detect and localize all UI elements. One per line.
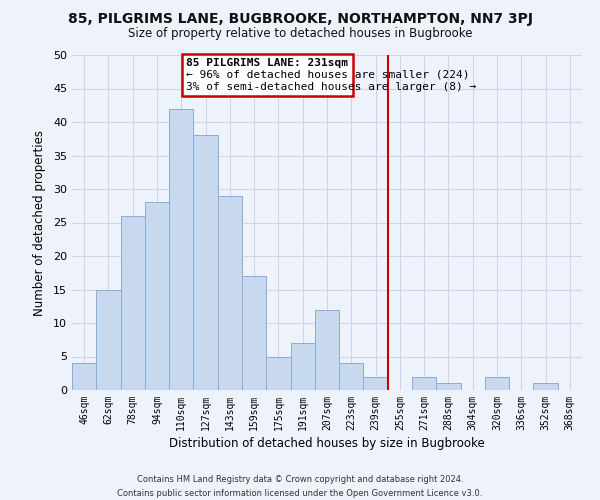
Text: 85, PILGRIMS LANE, BUGBROOKE, NORTHAMPTON, NN7 3PJ: 85, PILGRIMS LANE, BUGBROOKE, NORTHAMPTO… [67,12,533,26]
Bar [412,376,436,390]
Text: Size of property relative to detached houses in Bugbrooke: Size of property relative to detached ho… [128,28,472,40]
Bar [485,376,509,390]
X-axis label: Distribution of detached houses by size in Bugbrooke: Distribution of detached houses by size … [169,437,485,450]
Text: Contains HM Land Registry data © Crown copyright and database right 2024.
Contai: Contains HM Land Registry data © Crown c… [118,476,482,498]
Bar [169,108,193,390]
Bar [266,356,290,390]
Text: 85 PILGRIMS LANE: 231sqm: 85 PILGRIMS LANE: 231sqm [186,58,348,92]
Bar [145,202,169,390]
Bar [96,290,121,390]
Bar [193,136,218,390]
Bar [121,216,145,390]
Bar [533,384,558,390]
Text: ← 96% of detached houses are smaller (224)
3% of semi-detached houses are larger: ← 96% of detached houses are smaller (22… [186,58,476,92]
Bar [315,310,339,390]
Bar [72,363,96,390]
Bar [290,343,315,390]
Bar [242,276,266,390]
Y-axis label: Number of detached properties: Number of detached properties [33,130,46,316]
Bar [339,363,364,390]
Bar [364,376,388,390]
Bar [436,384,461,390]
Bar [218,196,242,390]
